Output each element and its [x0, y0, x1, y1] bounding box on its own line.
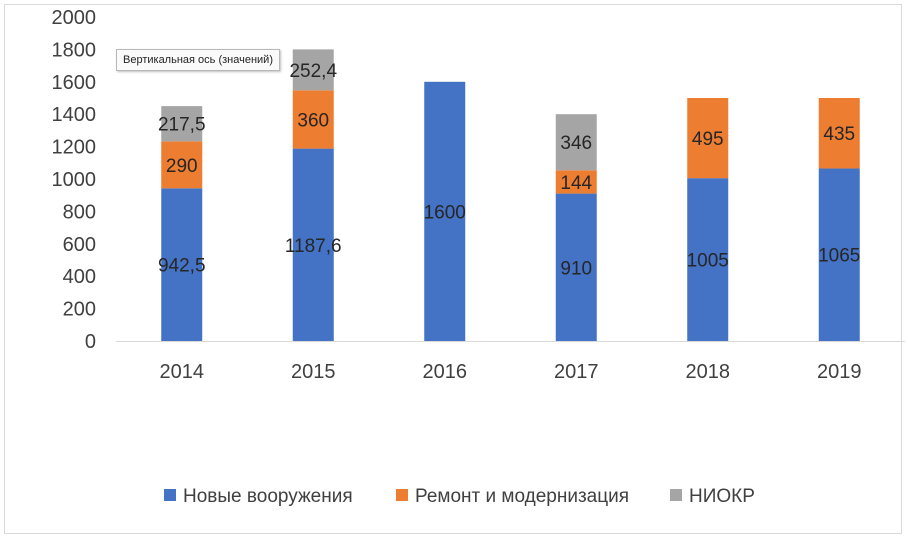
data-label: 290: [166, 156, 198, 177]
y-tick-label: 0: [85, 331, 96, 353]
y-tick-label: 1600: [52, 72, 97, 94]
legend-swatch: [670, 489, 682, 501]
legend-swatch: [164, 489, 176, 501]
legend: Новые вооружения Ремонт и модернизация НИО…: [164, 486, 755, 507]
data-label: 942,5: [158, 256, 206, 277]
bar-segment-rnd[interactable]: [555, 114, 597, 171]
y-axis[interactable]: 0 200 400 600 800 1000 1200 1400 1600 1800 2000: [52, 7, 97, 353]
y-tick-label: 1400: [52, 104, 97, 126]
legend-swatch: [396, 489, 408, 501]
y-tick-label: 1200: [52, 137, 97, 159]
bar-segment-repair[interactable]: [292, 90, 334, 149]
legend-label: НИОКР: [689, 486, 755, 507]
bar-segment-repair[interactable]: [161, 141, 203, 189]
legend-label: Новые вооружения: [183, 486, 353, 507]
y-tick-label: 2000: [52, 7, 97, 29]
bar-segment-new-weapons[interactable]: [818, 168, 860, 341]
y-tick-label: 1000: [52, 169, 97, 191]
x-tick-label: 2017: [554, 361, 599, 383]
bar-segment-repair[interactable]: [555, 170, 597, 194]
data-label: 910: [560, 258, 592, 279]
data-label: 1187,6: [285, 236, 342, 257]
x-tick-label: 2019: [817, 361, 862, 383]
data-label: 495: [692, 129, 724, 150]
bar-segment-repair[interactable]: [818, 98, 860, 169]
y-tick-label: 600: [63, 234, 96, 256]
bar-segment-new-weapons[interactable]: [687, 178, 729, 341]
x-tick-label: 2016: [423, 361, 468, 383]
data-label: 217,5: [158, 115, 206, 136]
bar-segment-rnd[interactable]: [292, 49, 334, 91]
data-label: 346: [560, 133, 592, 154]
y-tick-label: 400: [63, 266, 96, 288]
x-axis: 2014 2015 2016 2017 2018 2019: [160, 361, 862, 383]
x-tick-label: 2018: [686, 361, 731, 383]
data-label: 252,4: [289, 61, 337, 82]
bars: 942,5 290 217,5 1187,6 360 252,4 1600 910 144 346…: [158, 49, 860, 342]
x-tick-label: 2014: [160, 361, 205, 383]
data-label: 360: [297, 110, 329, 131]
data-label: 1005: [687, 251, 729, 272]
data-label: 1600: [424, 202, 466, 223]
bar-segment-new-weapons[interactable]: [424, 81, 466, 342]
data-label: 144: [560, 173, 592, 194]
bar-segment-rnd[interactable]: [161, 106, 203, 142]
bar-segment-new-weapons[interactable]: [292, 148, 334, 341]
y-tick-label: 1800: [52, 39, 97, 61]
y-tick-label: 200: [63, 299, 96, 321]
data-label: 435: [823, 124, 855, 145]
bar-segment-new-weapons[interactable]: [555, 193, 597, 341]
y-tick-label: 800: [63, 201, 96, 223]
data-label: 1065: [818, 246, 860, 267]
bar-segment-new-weapons[interactable]: [161, 188, 203, 341]
bar-segment-repair[interactable]: [687, 98, 729, 179]
legend-label: Ремонт и модернизация: [415, 486, 629, 507]
axis-tooltip: Вертикальная ось (значений): [116, 49, 280, 71]
x-tick-label: 2015: [291, 361, 336, 383]
